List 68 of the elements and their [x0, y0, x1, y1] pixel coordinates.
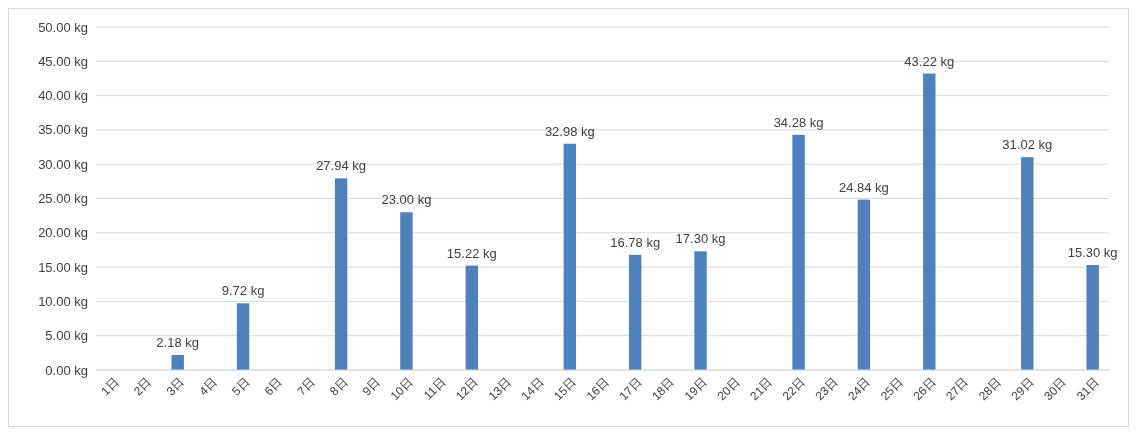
x-tick-label: 2日 — [130, 375, 155, 399]
data-label: 43.22 kg — [904, 53, 955, 69]
x-tick-label: 24日 — [845, 375, 874, 404]
x-tick-label: 7日 — [294, 375, 318, 399]
data-label: 31.02 kg — [1002, 137, 1053, 153]
bar — [792, 134, 805, 370]
data-label: 32.98 kg — [544, 123, 595, 139]
x-tick-label: 4日 — [196, 375, 220, 399]
bar — [1021, 157, 1034, 370]
bar — [923, 73, 936, 370]
x-tick-label: 12日 — [453, 375, 481, 404]
x-tick-label: 31日 — [1073, 375, 1102, 404]
x-tick-label: 26日 — [910, 375, 939, 404]
x-tick-label: 22日 — [779, 375, 808, 404]
x-tick-label: 29日 — [1008, 375, 1037, 404]
y-tick-label: 50.00 kg — [38, 19, 88, 35]
bar — [465, 265, 478, 370]
data-label: 23.00 kg — [381, 192, 432, 208]
x-tick-label: 25日 — [877, 375, 906, 404]
y-tick-label: 0.00 kg — [45, 362, 88, 378]
x-tick-label: 30日 — [1041, 375, 1070, 404]
bar — [334, 178, 348, 370]
x-tick-label: 15日 — [551, 375, 579, 404]
y-tick-label: 30.00 kg — [38, 156, 88, 172]
x-tick-label: 14日 — [518, 375, 547, 404]
x-tick-label: 17日 — [616, 375, 645, 404]
bar — [1086, 265, 1099, 370]
y-tick-label: 20.00 kg — [38, 225, 88, 241]
x-tick-label: 16日 — [583, 375, 612, 404]
x-tick-label: 10日 — [387, 375, 416, 404]
bar — [400, 212, 413, 370]
x-tick-label: 20日 — [714, 375, 743, 404]
bar — [694, 251, 707, 370]
bar — [857, 199, 871, 370]
y-tick-label: 40.00 kg — [38, 88, 88, 104]
x-tick-label: 8日 — [327, 375, 351, 399]
y-tick-label: 5.00 kg — [45, 328, 88, 344]
data-label: 24.84 kg — [838, 179, 889, 195]
x-tick-label: 3日 — [163, 375, 187, 399]
x-tick-label: 11日 — [421, 375, 449, 403]
data-label: 15.22 kg — [446, 245, 497, 261]
x-tick-label: 18日 — [649, 375, 677, 404]
x-tick-label: 28日 — [975, 375, 1004, 404]
data-label: 16.78 kg — [610, 234, 661, 250]
y-tick-label: 10.00 kg — [38, 293, 88, 309]
x-tick-label: 5日 — [229, 375, 253, 399]
y-tick-label: 25.00 kg — [38, 191, 88, 207]
bar — [171, 355, 184, 370]
x-tick-label: 1日 — [98, 375, 122, 399]
x-tick-label: 27日 — [943, 375, 972, 404]
x-tick-label: 6日 — [261, 375, 285, 399]
y-tick-label: 45.00 kg — [38, 53, 88, 69]
x-tick-label: 21日 — [747, 375, 775, 404]
x-tick-label: 13日 — [485, 375, 514, 404]
data-label: 34.28 kg — [773, 114, 824, 130]
data-label: 2.18 kg — [156, 335, 200, 351]
data-label: 17.30 kg — [675, 231, 726, 247]
y-tick-label: 35.00 kg — [38, 122, 88, 138]
x-tick-label: 23日 — [812, 375, 841, 404]
bar — [563, 143, 577, 370]
data-label: 15.30 kg — [1067, 245, 1118, 261]
x-tick-label: 9日 — [359, 375, 383, 399]
data-label: 9.72 kg — [221, 283, 265, 299]
y-tick-label: 15.00 kg — [38, 259, 88, 275]
data-label: 27.94 kg — [316, 158, 367, 174]
bar — [236, 303, 250, 370]
x-tick-label: 19日 — [681, 375, 710, 404]
bar — [628, 254, 642, 370]
